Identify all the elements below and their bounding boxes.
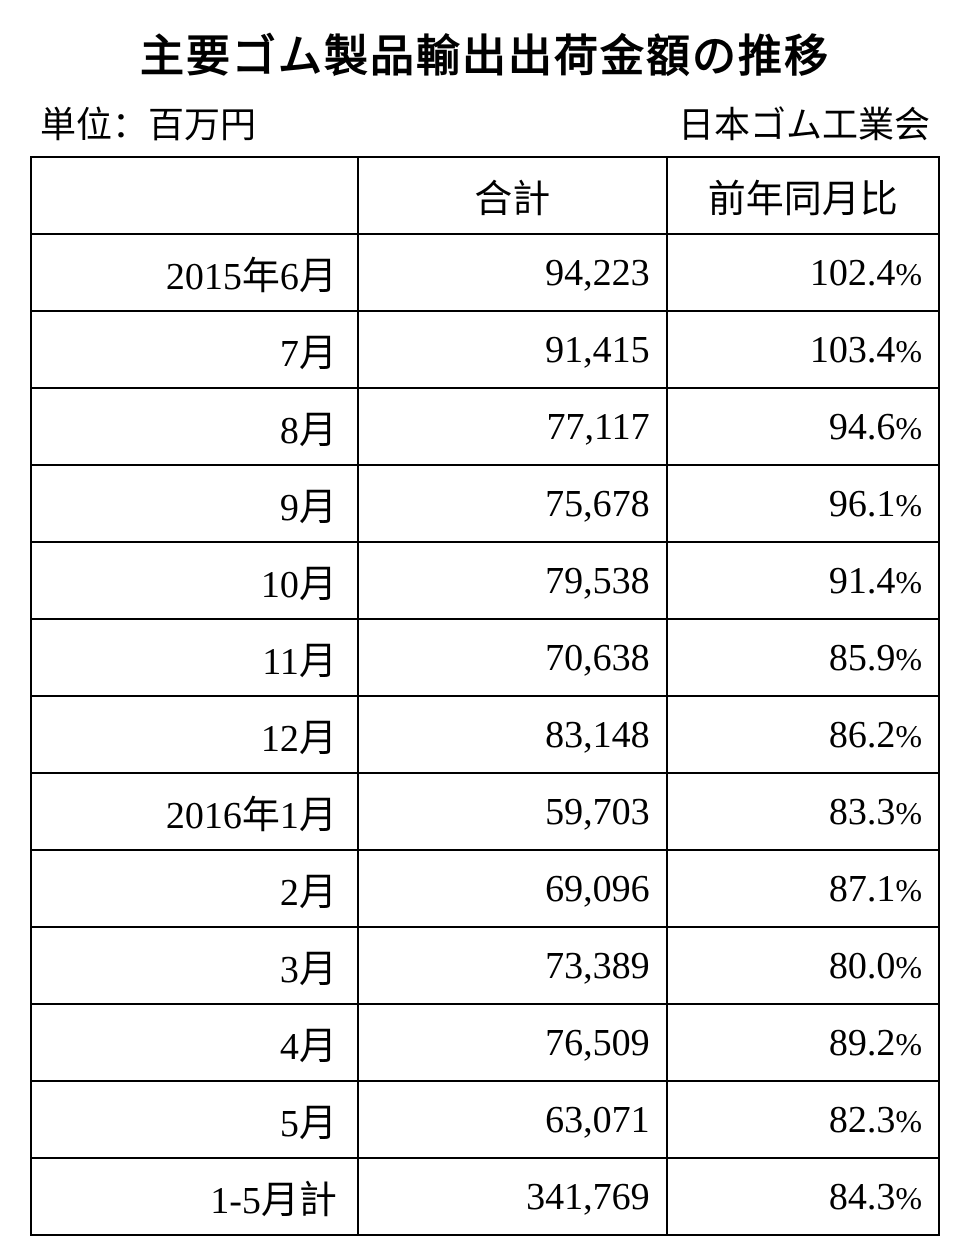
cell-total: 75,678: [358, 465, 667, 542]
percent-sign: %: [895, 333, 922, 369]
yoy-value: 96.1: [829, 483, 896, 525]
cell-period: 1-5月計: [31, 1158, 358, 1235]
yoy-value: 94.6: [829, 406, 896, 448]
table-row: 9月75,67896.1%: [31, 465, 939, 542]
percent-sign: %: [895, 795, 922, 831]
table-row: 5月63,07182.3%: [31, 1081, 939, 1158]
cell-total: 83,148: [358, 696, 667, 773]
cell-total: 76,509: [358, 1004, 667, 1081]
col-period: [31, 157, 358, 234]
cell-total: 341,769: [358, 1158, 667, 1235]
table-row: 11月70,63885.9%: [31, 619, 939, 696]
cell-period: 9月: [31, 465, 358, 542]
cell-period: 3月: [31, 927, 358, 1004]
cell-period: 4月: [31, 1004, 358, 1081]
cell-total: 70,638: [358, 619, 667, 696]
cell-total: 77,117: [358, 388, 667, 465]
cell-total: 59,703: [358, 773, 667, 850]
cell-yoy: 102.4%: [667, 234, 939, 311]
cell-period: 10月: [31, 542, 358, 619]
cell-yoy: 83.3%: [667, 773, 939, 850]
cell-period: 2月: [31, 850, 358, 927]
source-label: 日本ゴム工業会: [678, 96, 930, 148]
yoy-value: 102.4: [810, 252, 896, 294]
cell-yoy: 87.1%: [667, 850, 939, 927]
percent-sign: %: [895, 718, 922, 754]
percent-sign: %: [895, 410, 922, 446]
cell-period: 7月: [31, 311, 358, 388]
percent-sign: %: [895, 1180, 922, 1216]
yoy-value: 91.4: [829, 560, 896, 602]
cell-period: 11月: [31, 619, 358, 696]
cell-yoy: 91.4%: [667, 542, 939, 619]
col-total: 合計: [358, 157, 667, 234]
yoy-value: 84.3: [829, 1176, 896, 1218]
table-row: 2015年6月94,223102.4%: [31, 234, 939, 311]
cell-period: 8月: [31, 388, 358, 465]
cell-yoy: 103.4%: [667, 311, 939, 388]
col-yoy: 前年同月比: [667, 157, 939, 234]
yoy-value: 89.2: [829, 1022, 896, 1064]
cell-yoy: 84.3%: [667, 1158, 939, 1235]
percent-sign: %: [895, 564, 922, 600]
percent-sign: %: [895, 487, 922, 523]
cell-yoy: 85.9%: [667, 619, 939, 696]
percent-sign: %: [895, 256, 922, 292]
cell-period: 2016年1月: [31, 773, 358, 850]
table-row: 8月77,11794.6%: [31, 388, 939, 465]
table-row: 2月69,09687.1%: [31, 850, 939, 927]
cell-total: 79,538: [358, 542, 667, 619]
cell-yoy: 80.0%: [667, 927, 939, 1004]
cell-total: 73,389: [358, 927, 667, 1004]
cell-yoy: 94.6%: [667, 388, 939, 465]
cell-yoy: 96.1%: [667, 465, 939, 542]
cell-total: 69,096: [358, 850, 667, 927]
cell-period: 12月: [31, 696, 358, 773]
percent-sign: %: [895, 1026, 922, 1062]
percent-sign: %: [895, 949, 922, 985]
table-row: 2016年1月59,70383.3%: [31, 773, 939, 850]
cell-yoy: 86.2%: [667, 696, 939, 773]
page-title: 主要ゴム製品輸出出荷金額の推移: [30, 20, 940, 84]
cell-period: 5月: [31, 1081, 358, 1158]
yoy-value: 82.3: [829, 1099, 896, 1141]
cell-period: 2015年6月: [31, 234, 358, 311]
yoy-value: 80.0: [829, 945, 896, 987]
table-row: 3月73,38980.0%: [31, 927, 939, 1004]
table-row: 10月79,53891.4%: [31, 542, 939, 619]
subheader: 単位：百万円 日本ゴム工業会: [30, 96, 940, 148]
table-row: 4月76,50989.2%: [31, 1004, 939, 1081]
percent-sign: %: [895, 1103, 922, 1139]
table-row: 12月83,14886.2%: [31, 696, 939, 773]
unit-label: 単位：百万円: [40, 96, 256, 148]
cell-total: 91,415: [358, 311, 667, 388]
percent-sign: %: [895, 872, 922, 908]
table-row: 7月91,415103.4%: [31, 311, 939, 388]
percent-sign: %: [895, 641, 922, 677]
yoy-value: 85.9: [829, 637, 896, 679]
yoy-value: 86.2: [829, 714, 896, 756]
cell-total: 94,223: [358, 234, 667, 311]
cell-yoy: 89.2%: [667, 1004, 939, 1081]
table-header-row: 合計 前年同月比: [31, 157, 939, 234]
yoy-value: 103.4: [810, 329, 896, 371]
yoy-value: 87.1: [829, 868, 896, 910]
data-table: 合計 前年同月比 2015年6月94,223102.4%7月91,415103.…: [30, 156, 940, 1236]
cell-yoy: 82.3%: [667, 1081, 939, 1158]
table-row: 1-5月計341,76984.3%: [31, 1158, 939, 1235]
cell-total: 63,071: [358, 1081, 667, 1158]
yoy-value: 83.3: [829, 791, 896, 833]
